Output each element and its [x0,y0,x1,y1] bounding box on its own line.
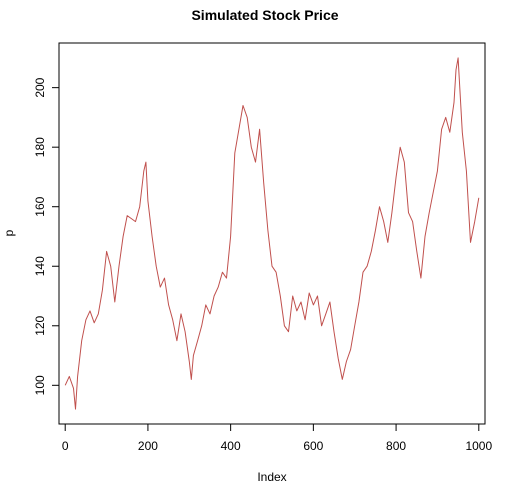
y-tick-label: 100 [33,375,47,395]
y-tick-label: 160 [33,196,47,216]
x-tick-label: 0 [62,439,69,453]
y-tick-label: 140 [33,256,47,276]
x-tick-label: 1000 [465,439,492,453]
y-tick-label: 120 [33,315,47,335]
y-axis: 100 120 140 160 180 200 [33,77,60,395]
x-axis: 0 200 400 600 800 1000 [62,423,492,453]
plot-frame [58,42,486,425]
plot-area [64,57,480,410]
y-axis-label: p [2,229,16,236]
x-axis-label: Index [257,470,286,484]
chart-title: Simulated Stock Price [191,7,338,23]
y-tick-label: 200 [33,77,47,97]
x-tick-label: 800 [386,439,406,453]
x-tick-label: 200 [138,439,158,453]
series-line-0 [64,57,480,410]
y-tick-label: 180 [33,137,47,157]
x-tick-label: 400 [221,439,241,453]
x-tick-label: 600 [303,439,323,453]
